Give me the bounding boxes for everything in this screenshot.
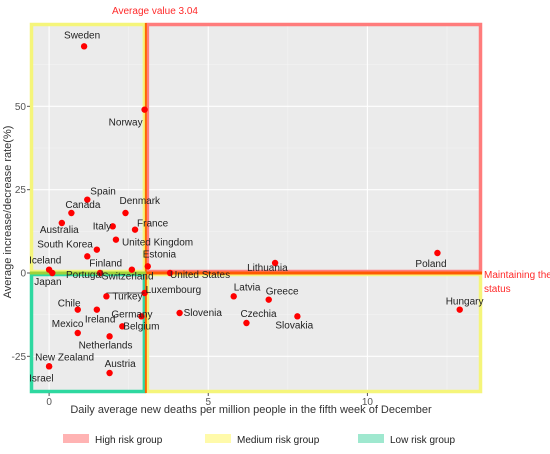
point-label-norway: Norway [109, 118, 143, 129]
point-label-mexico: Mexico [52, 319, 84, 330]
point-label-slovakia: Slovakia [275, 320, 313, 331]
point-label-united-kingdom: United Kingdom [122, 238, 193, 249]
plot-panel [30, 23, 482, 393]
average-value-label: Average value 3.04 [112, 6, 198, 17]
point-norway [141, 106, 148, 113]
point-lithuania [271, 259, 279, 267]
point-italy [109, 223, 116, 230]
point-sweden [80, 43, 88, 50]
point-label-italy: Italy [93, 221, 111, 232]
point-greece [265, 296, 272, 303]
point-label-portugal: Portugal [66, 270, 103, 281]
data-points [45, 43, 463, 377]
legend-swatch-high [63, 434, 89, 443]
point-ireland [93, 306, 101, 313]
y-tick-label: -25 [12, 352, 27, 363]
point-label-netherlands: Netherlands [79, 340, 133, 351]
point-estonia [144, 263, 151, 270]
point-label-denmark: Denmark [119, 196, 161, 207]
x-tick-label: 0 [46, 397, 52, 408]
y-tick-label: 50 [15, 102, 27, 113]
point-australia [58, 219, 66, 227]
point-netherlands [106, 333, 113, 340]
grid-lines [30, 23, 482, 393]
zero-line-label-line1: Maintaining the current [484, 270, 550, 281]
point-switzerland [128, 266, 136, 273]
legend-swatch-medium [205, 434, 231, 443]
point-slovakia [294, 313, 301, 320]
point-label-lithuania: Lithuania [247, 263, 288, 274]
point-label-latvia: Latvia [234, 282, 261, 293]
point-portugal [96, 269, 104, 277]
x-axis-title: Daily average new deaths per million peo… [70, 404, 432, 416]
zero-line-label-line2: status [484, 284, 511, 295]
point-israel [45, 363, 53, 370]
point-austria [106, 369, 113, 377]
point-south-korea [93, 246, 101, 253]
point-label-australia: Australia [40, 225, 79, 236]
point-france [131, 226, 139, 233]
point-united-states [166, 269, 174, 277]
point-czechia [243, 319, 250, 327]
point-label-turkey: Turkey [112, 291, 142, 302]
point-label-sweden: Sweden [64, 30, 100, 41]
y-axis-title: Average increase/decrease rate(%) [2, 126, 14, 299]
point-label-france: France [137, 219, 169, 230]
point-label-czechia: Czechia [240, 309, 277, 320]
point-label-chile: Chile [58, 299, 81, 310]
point-label-israel: Israel [29, 373, 53, 384]
point-denmark [122, 209, 129, 217]
point-label-slovenia: Slovenia [184, 308, 223, 319]
point-turkey [103, 293, 110, 300]
point-label-estonia: Estonia [143, 249, 177, 260]
axis-ticks: 0 5 10 -25 0 25 50 [12, 102, 374, 408]
point-label-germany: Germany [111, 309, 152, 320]
point-spain [84, 196, 91, 203]
legend-label-high: High risk group [95, 435, 163, 446]
point-united-kingdom [112, 236, 120, 243]
point-labels: Sweden Norway Spain Canada Denmark Australia I… [29, 30, 483, 384]
y-tick-label: 25 [15, 185, 27, 196]
point-mexico [74, 329, 81, 337]
point-label-iceland: Iceland [29, 256, 61, 267]
x-tick-label: 10 [362, 397, 374, 408]
point-label-south-korea: South Korea [37, 240, 93, 251]
point-label-japan: Japan [34, 277, 61, 288]
point-label-switzerland: Switzerland [102, 272, 154, 283]
point-poland [434, 249, 441, 257]
point-label-ireland: Ireland [85, 315, 116, 326]
point-label-new-zealand: New Zealand [35, 352, 94, 363]
point-slovenia [176, 309, 183, 317]
point-label-luxembourg: Luxembourg [146, 285, 202, 296]
point-japan [49, 269, 56, 277]
point-hungary [456, 306, 463, 313]
point-label-finland: Finland [89, 258, 122, 269]
point-label-austria: Austria [105, 359, 137, 370]
point-label-spain: Spain [90, 187, 116, 198]
point-label-poland: Poland [415, 259, 446, 270]
x-tick-label: 5 [205, 397, 211, 408]
point-latvia [230, 293, 237, 300]
legend-swatch-low [358, 434, 384, 443]
point-canada [68, 209, 75, 217]
y-tick-label: 0 [20, 269, 26, 280]
point-label-united-states: United States [170, 270, 230, 281]
point-label-hungary: Hungary [446, 297, 484, 308]
legend-label-medium: Medium risk group [237, 435, 320, 446]
point-germany [138, 313, 145, 320]
legend: High risk group Medium risk group Low ri… [63, 434, 455, 446]
point-label-canada: Canada [65, 200, 100, 211]
point-belgium [119, 323, 126, 330]
point-label-greece: Greece [266, 287, 299, 298]
legend-label-low: Low risk group [390, 435, 455, 446]
point-chile [74, 306, 81, 313]
point-label-belgium: Belgium [123, 321, 159, 332]
point-finland [84, 253, 91, 260]
